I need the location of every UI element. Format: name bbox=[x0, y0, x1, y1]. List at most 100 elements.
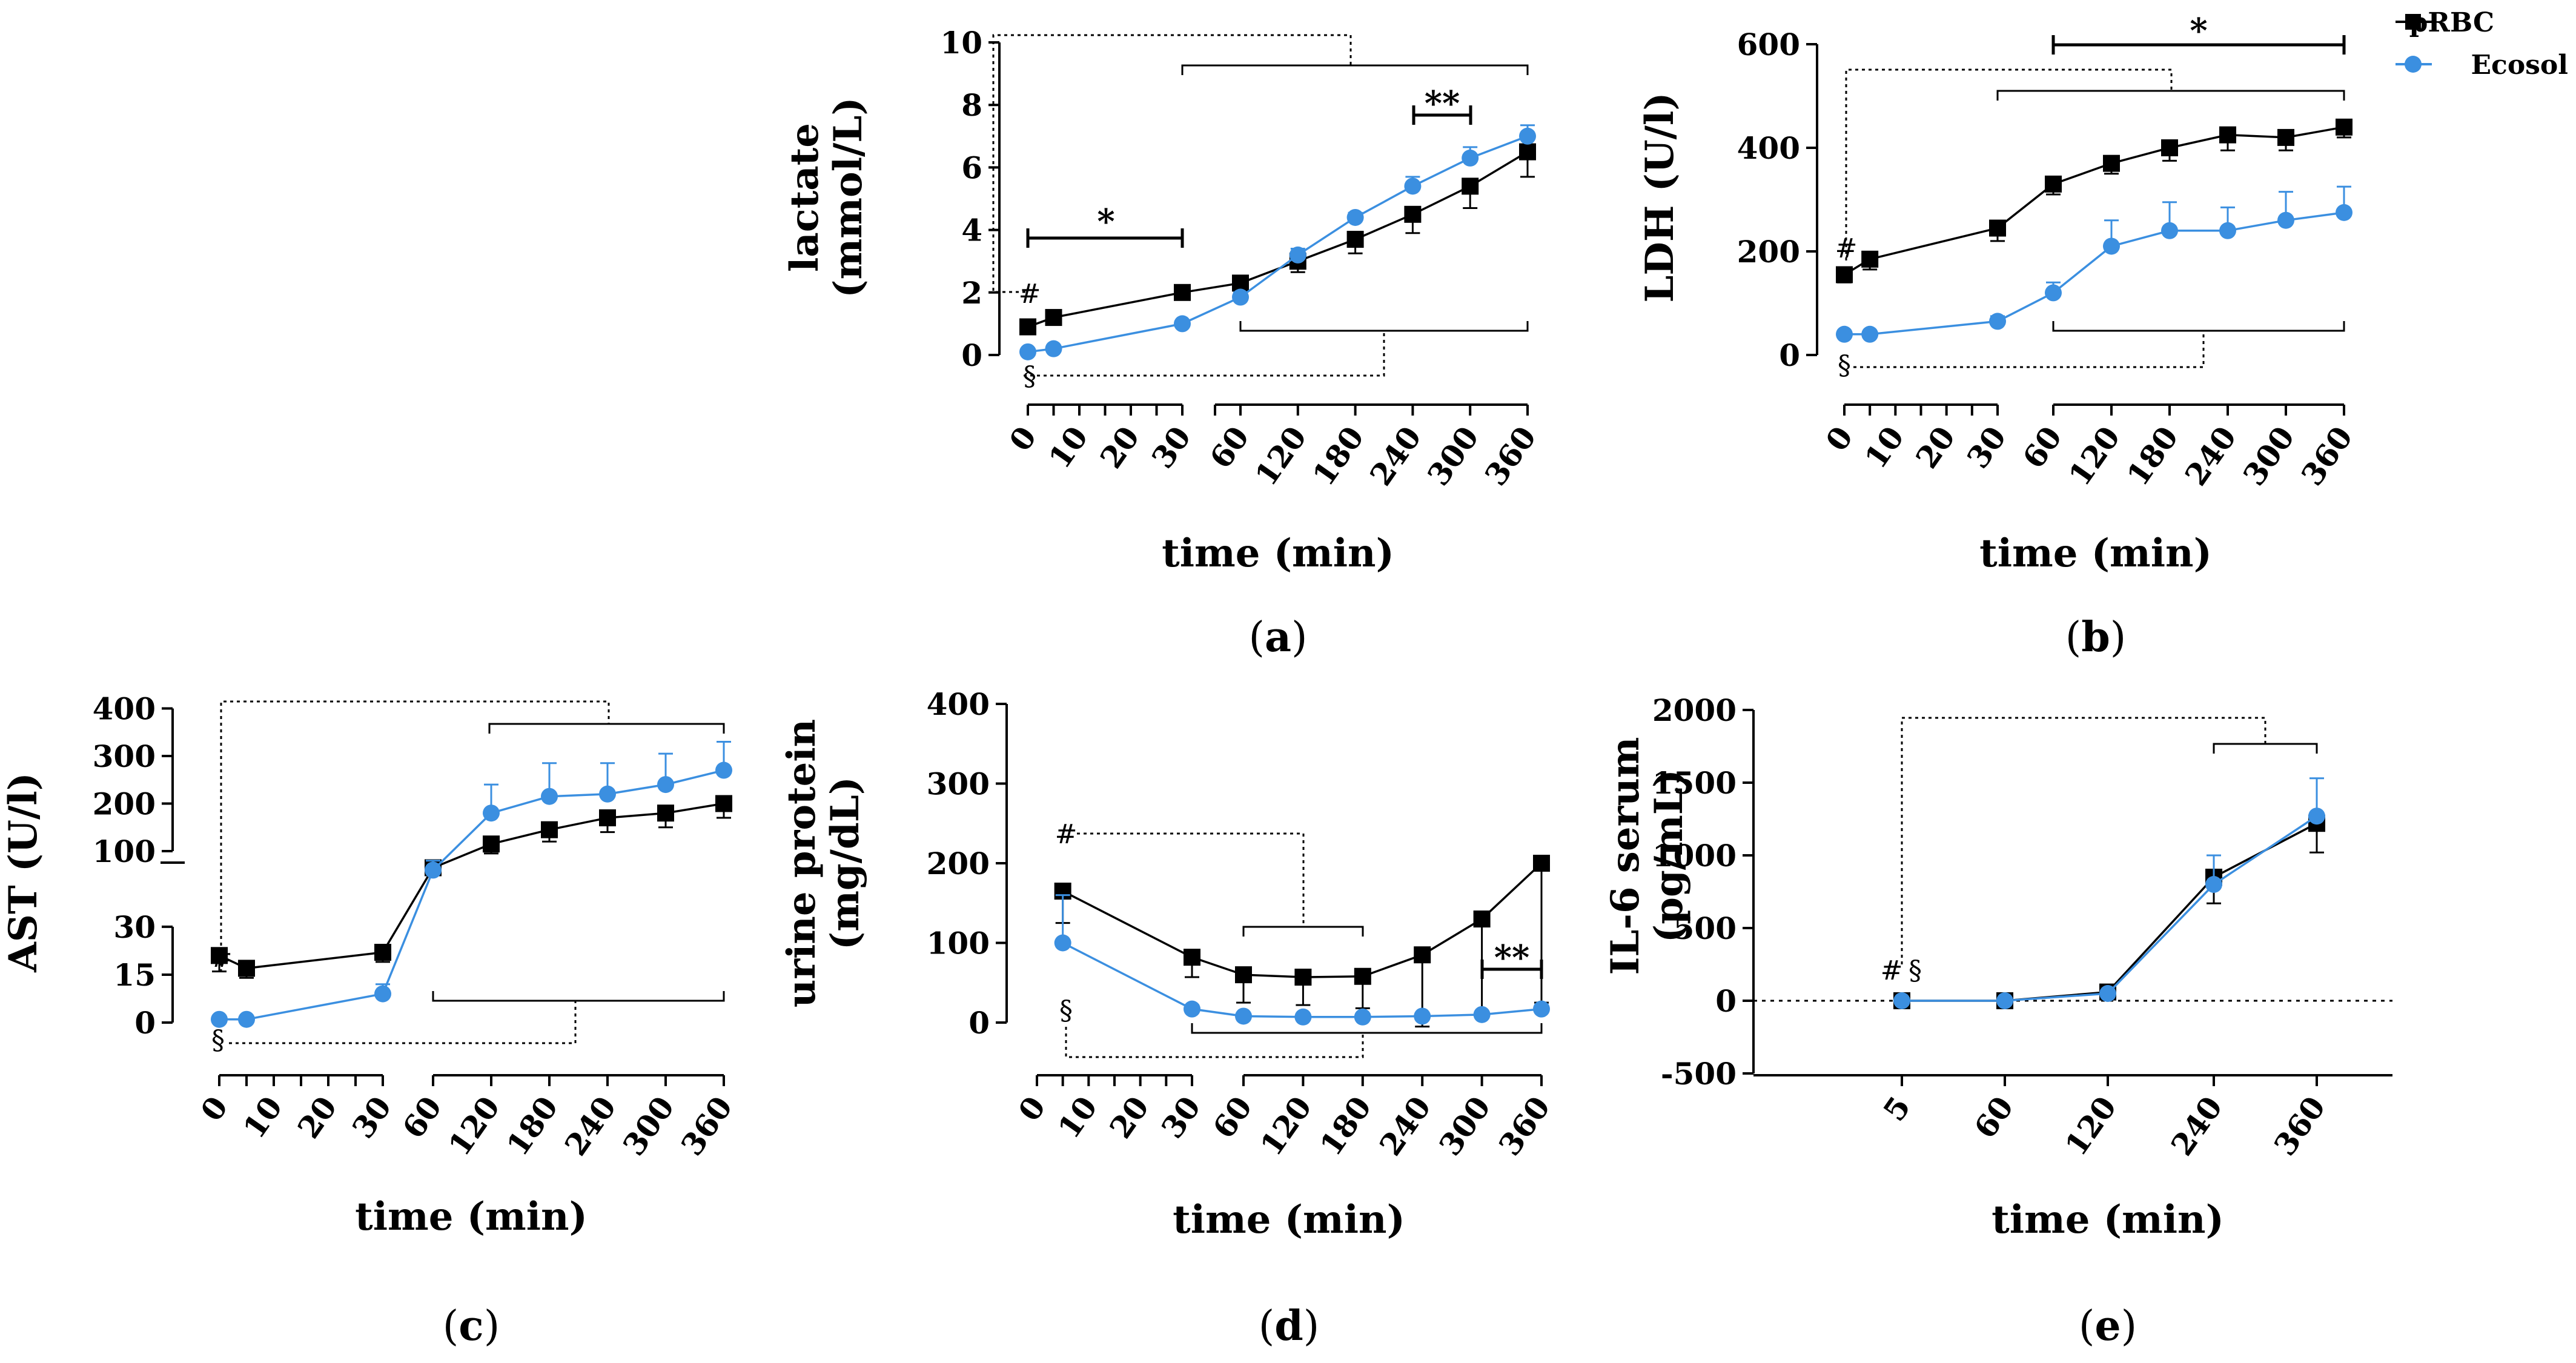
a-annot-section: § bbox=[1023, 361, 1036, 392]
c-point-ecosol bbox=[425, 861, 442, 879]
e-ytick-label: -500 bbox=[1661, 1056, 1737, 1092]
b-point-ecosol bbox=[2219, 222, 2236, 239]
d-panel-label: (d) bbox=[1259, 1302, 1320, 1350]
c-ytick-label: 400 bbox=[93, 691, 156, 727]
b-xtick-label: 60 bbox=[2016, 420, 2069, 475]
c-xtick-label: 0 bbox=[194, 1090, 235, 1127]
a-xtick-label: 30 bbox=[1145, 420, 1198, 475]
d-xtick-label: 360 bbox=[1492, 1090, 1557, 1162]
c-point-ecosol bbox=[483, 804, 500, 822]
a-annot-star: * bbox=[1097, 202, 1114, 242]
d-point-prbc bbox=[1533, 855, 1550, 872]
c-point-ecosol bbox=[211, 1010, 228, 1028]
b-panel-label: (b) bbox=[2065, 613, 2127, 662]
d-ytick-label: 400 bbox=[927, 686, 990, 722]
b-ytick-label: 0 bbox=[1779, 337, 1800, 373]
b-xlabel: time (min) bbox=[1979, 531, 2212, 576]
c-series-prbc-line bbox=[219, 802, 724, 970]
c-point-prbc bbox=[238, 960, 255, 977]
b-dotted-bottom bbox=[1853, 331, 2205, 368]
b-point-prbc bbox=[2277, 128, 2294, 146]
b-xtick-label: 120 bbox=[2062, 420, 2127, 492]
b-bracket-top bbox=[1996, 90, 2345, 101]
a-point-prbc bbox=[1462, 177, 1479, 195]
d-point-ecosol bbox=[1235, 1007, 1252, 1025]
c-point-ecosol bbox=[715, 761, 732, 779]
legend: pRBC Ecosol bbox=[2396, 7, 2568, 81]
b-point-prbc bbox=[2103, 154, 2120, 172]
a-xtick-label: 120 bbox=[1248, 420, 1313, 492]
e-dotted-top bbox=[1901, 717, 2266, 964]
a-annot-dstar: ** bbox=[1425, 84, 1460, 124]
c-point-prbc bbox=[541, 821, 558, 838]
a-xtick-label: 240 bbox=[1363, 420, 1428, 492]
b-bracket-bottom bbox=[2052, 321, 2345, 332]
b-ylabel: LDH (U/l) bbox=[1637, 92, 1683, 302]
e-xtick-label: 60 bbox=[1967, 1090, 2021, 1145]
a-bracket-bottom bbox=[1239, 321, 1529, 332]
d-ylabel: urine protein bbox=[779, 719, 824, 1007]
e-point-ecosol bbox=[1893, 992, 1910, 1009]
a-xtick-label: 20 bbox=[1093, 420, 1147, 475]
e-point-ecosol bbox=[1996, 992, 2013, 1009]
c-point-ecosol bbox=[599, 785, 616, 803]
legend-marker-ecosol bbox=[2405, 56, 2422, 73]
a-point-ecosol bbox=[1289, 246, 1306, 264]
b-point-ecosol bbox=[2161, 222, 2178, 239]
b-xtick-label: 240 bbox=[2178, 420, 2243, 492]
b-point-prbc bbox=[2219, 126, 2236, 144]
a-point-ecosol bbox=[1019, 343, 1036, 360]
b-xtick-label: 20 bbox=[1909, 420, 1962, 475]
a-ylabel: lactate bbox=[782, 123, 827, 272]
a-ytick-label: 8 bbox=[961, 87, 982, 123]
b-point-ecosol bbox=[1861, 325, 1879, 343]
a-annot-hash: # bbox=[1019, 279, 1041, 310]
a-point-ecosol bbox=[1232, 288, 1249, 306]
c-annot-section: § bbox=[211, 1025, 225, 1056]
e-ytick-label: 500 bbox=[1674, 910, 1737, 946]
b-xtick-label: 300 bbox=[2236, 420, 2302, 492]
d-point-ecosol bbox=[1533, 1000, 1550, 1018]
legend-label-ecosol: Ecosol bbox=[2471, 50, 2568, 81]
d-point-prbc bbox=[1294, 969, 1312, 986]
c-ylabel: AST (U/l) bbox=[1, 772, 46, 973]
b-point-ecosol bbox=[2277, 211, 2294, 229]
d-dotted-bottom bbox=[1065, 1027, 1364, 1058]
c-ytick-label: 100 bbox=[93, 834, 156, 869]
d-point-prbc bbox=[1354, 967, 1371, 985]
e-xtick-label: 240 bbox=[2164, 1090, 2230, 1162]
a-xlabel: time (min) bbox=[1162, 531, 1394, 576]
a-point-prbc bbox=[1346, 231, 1364, 248]
c-point-prbc bbox=[211, 947, 228, 964]
a-xtick-label: 180 bbox=[1305, 420, 1371, 492]
a-ytick-label: 0 bbox=[961, 337, 982, 373]
d-xtick-label: 300 bbox=[1432, 1090, 1497, 1162]
d-xtick-label: 0 bbox=[1012, 1090, 1053, 1127]
b-xtick-label: 360 bbox=[2294, 420, 2360, 492]
e-ylabel: (pg/mL) bbox=[1646, 769, 1692, 943]
b-point-prbc bbox=[2336, 118, 2353, 136]
c-series-ecosol-line bbox=[219, 769, 724, 1021]
b-annot-star: * bbox=[2190, 11, 2207, 51]
d-point-ecosol bbox=[1473, 1006, 1491, 1023]
c-point-ecosol bbox=[657, 776, 674, 794]
d-point-prbc bbox=[1235, 966, 1252, 984]
a-panel-label: (a) bbox=[1248, 613, 1307, 662]
c-point-ecosol bbox=[238, 1010, 255, 1028]
d-annot-hash: # bbox=[1055, 819, 1078, 850]
c-xtick-label: 240 bbox=[558, 1090, 623, 1162]
c-point-prbc bbox=[657, 804, 674, 822]
c-bracket-bottom bbox=[432, 991, 725, 1002]
e-panel-label: (e) bbox=[2079, 1302, 2137, 1350]
a-xtick-label: 60 bbox=[1203, 420, 1256, 475]
b-annot-section: § bbox=[1838, 350, 1851, 381]
c-xtick-label: 20 bbox=[291, 1090, 344, 1145]
e-annot-section: § bbox=[1909, 955, 1922, 986]
d-point-ecosol bbox=[1294, 1008, 1312, 1026]
c-panel-label: (c) bbox=[443, 1302, 500, 1350]
e-series-ecosol-line bbox=[1902, 815, 2317, 1002]
legend-label-prbc: pRBC bbox=[2409, 7, 2494, 38]
b-ytick-label: 200 bbox=[1737, 234, 1800, 270]
d-point-prbc bbox=[1184, 949, 1200, 966]
